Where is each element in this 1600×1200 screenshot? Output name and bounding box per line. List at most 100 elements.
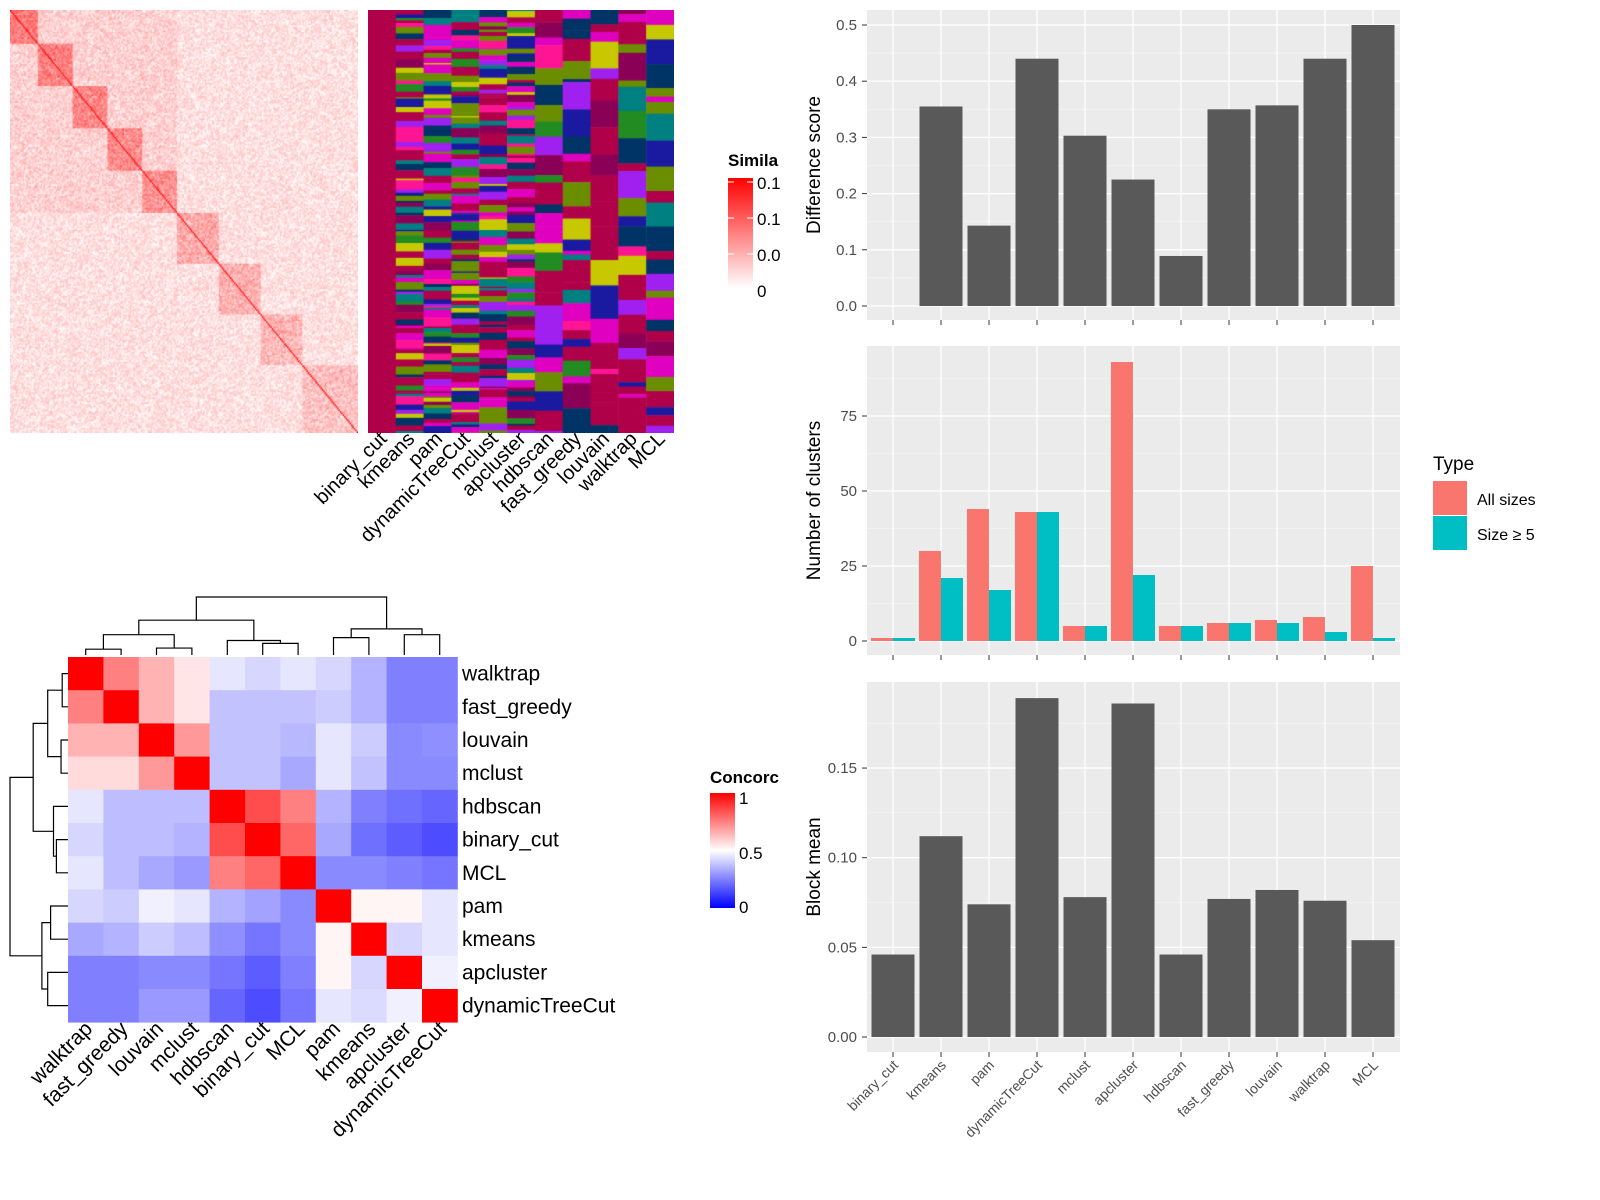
concordance-cell [138,789,175,824]
concordance-cell [280,955,317,990]
similarity-heatmap [10,10,358,433]
concordance-cell [174,789,210,824]
concordance-cell [68,889,104,923]
column-dendrogram-branch [403,634,441,655]
concordance-cell [209,955,246,990]
concordance-cell [315,889,352,923]
concordance-cell [138,657,175,691]
row-dendrogram-branch [47,971,68,1007]
concordance-cell [174,989,210,1023]
concordance-cell [103,889,140,923]
bar-all-sizes [967,509,989,641]
bar [1015,698,1059,1037]
bar-size-ge-5 [1277,623,1299,641]
concordance-cell [245,889,281,923]
concordance-legend-title: Concorc [710,768,779,787]
bar-all-sizes [1063,626,1085,641]
concordance-cell [68,856,104,890]
concordance-cell [422,955,458,990]
y-axis-title: Difference score [804,96,825,234]
bar [967,225,1011,306]
concordance-cell [386,823,423,857]
bar-size-ge-5 [1133,575,1155,641]
concordance-cell [422,690,458,724]
bar [1111,703,1155,1037]
concordance-cell [68,922,104,957]
bar-size-ge-5 [1325,632,1347,641]
legend-label: Size ≥ 5 [1477,527,1535,544]
bar-all-sizes [1111,362,1133,641]
y-tick-label: 75 [840,408,857,425]
y-tick-label: 0.5 [836,17,857,34]
bar-size-ge-5 [941,578,963,641]
concordance-cell [68,989,104,1023]
concordance-cell [280,756,317,791]
bar [1111,179,1155,306]
concordance-cell [138,955,175,990]
bar [871,954,915,1037]
y-tick-label: 0.0 [836,298,857,315]
y-axis-title: Number of clusters [804,421,825,580]
concordance-cell [209,989,246,1023]
concordance-legend-label: 1 [739,789,748,808]
concordance-cell [68,756,104,791]
concordance-cell [422,823,458,857]
concordance-cell [280,889,317,923]
concordance-cell [386,756,423,791]
column-dendrogram-branch [350,628,423,638]
x-tick-label: apcluster [1090,1057,1142,1109]
concordance-cell [351,723,387,757]
concordance-cell [386,955,423,990]
concordance-cell [209,889,246,923]
x-tick-label: mclust [1053,1057,1093,1097]
concordance-cell [68,657,104,691]
concordance-cell [174,889,210,923]
concordance-cell [209,723,246,757]
concordance-cell [103,657,140,691]
bar [1351,25,1395,306]
concordance-cell [351,789,387,824]
bar [1063,897,1107,1037]
concordance-cell [68,823,104,857]
concordance-cell [174,856,210,890]
similarity-legend-label: 0.1 [757,174,781,193]
row-dendrogram-branch [9,776,42,957]
concordance-cell [174,657,210,691]
concordance-cell [351,756,387,791]
column-dendrogram-branch [262,642,299,655]
concordance-cell [351,922,387,957]
concordance-row-label: walktrap [461,663,540,686]
concordance-cell [245,955,281,990]
concordance-cell [245,823,281,857]
column-dendrogram-branch [226,639,281,655]
y-tick-label: 0.2 [836,186,857,203]
concordance-cell [138,690,175,724]
y-tick-label: 0.1 [836,242,857,259]
concordance-cell [315,723,352,757]
concordance-row-label: MCL [462,862,506,885]
concordance-cell [386,789,423,824]
type-legend-title: Type [1433,454,1474,475]
column-dendrogram-branch [332,636,370,655]
concordance-cell [386,657,423,691]
bar [1255,889,1299,1037]
concordance-cell [280,789,317,824]
concordance-cell [138,823,175,857]
row-dendrogram-branch [41,921,51,990]
concordance-cell [68,955,104,990]
concordance-cell [103,989,140,1023]
concordance-cell [245,789,281,824]
concordance-cell [351,889,387,923]
column-dendrogram-branch [102,634,175,650]
concordance-row-label: mclust [462,762,523,785]
concordance-cell [351,989,387,1023]
concordance-cell [351,955,387,990]
concordance-cell [315,989,352,1023]
y-tick-label: 25 [840,558,857,575]
concordance-cell [386,690,423,724]
concordance-row-label: dynamicTreeCut [462,995,615,1018]
concordance-cell [351,823,387,857]
similarity-legend-label: 0.1 [757,210,781,229]
concordance-cell [422,889,458,923]
